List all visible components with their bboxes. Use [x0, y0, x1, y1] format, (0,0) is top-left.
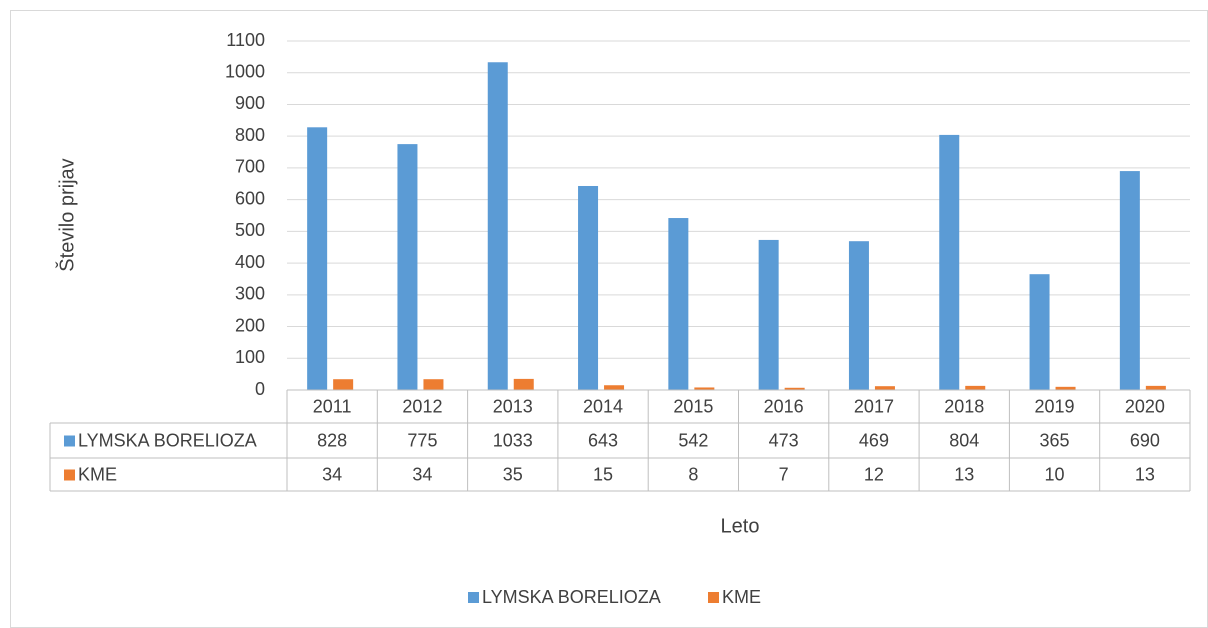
- bar: [1029, 274, 1050, 390]
- table-cell: 7: [779, 464, 789, 484]
- bar: [423, 379, 444, 390]
- y-tick-label: 1100: [226, 30, 265, 50]
- bar: [513, 378, 534, 390]
- legend-key: [468, 592, 479, 603]
- y-tick-label: 700: [235, 157, 265, 177]
- table-cell: 473: [769, 430, 799, 450]
- y-tick-label: 600: [235, 188, 265, 208]
- table-cell: 469: [859, 430, 889, 450]
- legend-key: [708, 592, 719, 603]
- bar: [784, 387, 805, 390]
- bar: [333, 379, 354, 390]
- x-tick-label: 2020: [1125, 396, 1165, 416]
- x-tick-label: 2018: [944, 396, 984, 416]
- y-tick-label: 300: [235, 284, 265, 304]
- table-cell: 365: [1040, 430, 1070, 450]
- table-cell: 15: [593, 464, 613, 484]
- x-tick-label: 2012: [402, 396, 442, 416]
- bar: [487, 62, 508, 391]
- y-tick-label: 500: [235, 220, 265, 240]
- x-tick-label: 2013: [493, 396, 533, 416]
- x-tick-label: 2017: [854, 396, 894, 416]
- table-cell: 13: [1135, 464, 1155, 484]
- table-legend-key: [64, 469, 75, 481]
- y-tick-label: 200: [235, 315, 265, 335]
- bar: [1055, 386, 1076, 390]
- table-cell: 12: [864, 464, 884, 484]
- table-cell: 8: [688, 464, 698, 484]
- table-cell: 690: [1130, 430, 1160, 450]
- bar: [758, 239, 779, 390]
- table-cell: 10: [1045, 464, 1065, 484]
- y-axis-label: Število prijav: [55, 158, 78, 271]
- bar: [965, 385, 986, 390]
- legend-label: KME: [722, 587, 761, 607]
- legend-label: LYMSKA BORELIOZA: [482, 587, 661, 607]
- bar: [939, 134, 960, 390]
- table-cell: 1033: [493, 430, 533, 450]
- y-tick-label: 800: [235, 125, 265, 145]
- table-row-label: KME: [78, 464, 117, 484]
- y-tick-label: 1000: [225, 61, 265, 81]
- bar: [1119, 171, 1140, 390]
- table-cell: 13: [954, 464, 974, 484]
- x-tick-label: 2015: [673, 396, 713, 416]
- bar: [848, 241, 869, 390]
- bar: [604, 385, 625, 390]
- table-cell: 775: [407, 430, 437, 450]
- chart-frame: [10, 10, 1208, 628]
- bar: [1145, 385, 1166, 390]
- table-row-label: LYMSKA BORELIOZA: [78, 430, 257, 450]
- x-tick-label: 2019: [1035, 396, 1075, 416]
- table-cell: 828: [317, 430, 347, 450]
- table-cell: 34: [412, 464, 432, 484]
- table-legend-key: [64, 435, 75, 447]
- bar: [307, 127, 328, 390]
- table-cell: 34: [322, 464, 342, 484]
- bar: [668, 218, 689, 390]
- table-cell: 542: [678, 430, 708, 450]
- table-cell: 643: [588, 430, 618, 450]
- bar: [694, 387, 715, 390]
- bar: [874, 386, 895, 390]
- bar: [397, 144, 418, 390]
- bar: [578, 185, 599, 390]
- x-tick-label: 2014: [583, 396, 623, 416]
- table-cell: 804: [949, 430, 979, 450]
- y-tick-label: 400: [235, 252, 265, 272]
- table-cell: 35: [503, 464, 523, 484]
- y-tick-label: 0: [255, 379, 265, 399]
- y-tick-label: 900: [235, 93, 265, 113]
- x-tick-label: 2016: [764, 396, 804, 416]
- x-axis-label: Leto: [721, 515, 760, 537]
- y-tick-label: 100: [235, 347, 265, 367]
- x-tick-label: 2011: [313, 396, 352, 416]
